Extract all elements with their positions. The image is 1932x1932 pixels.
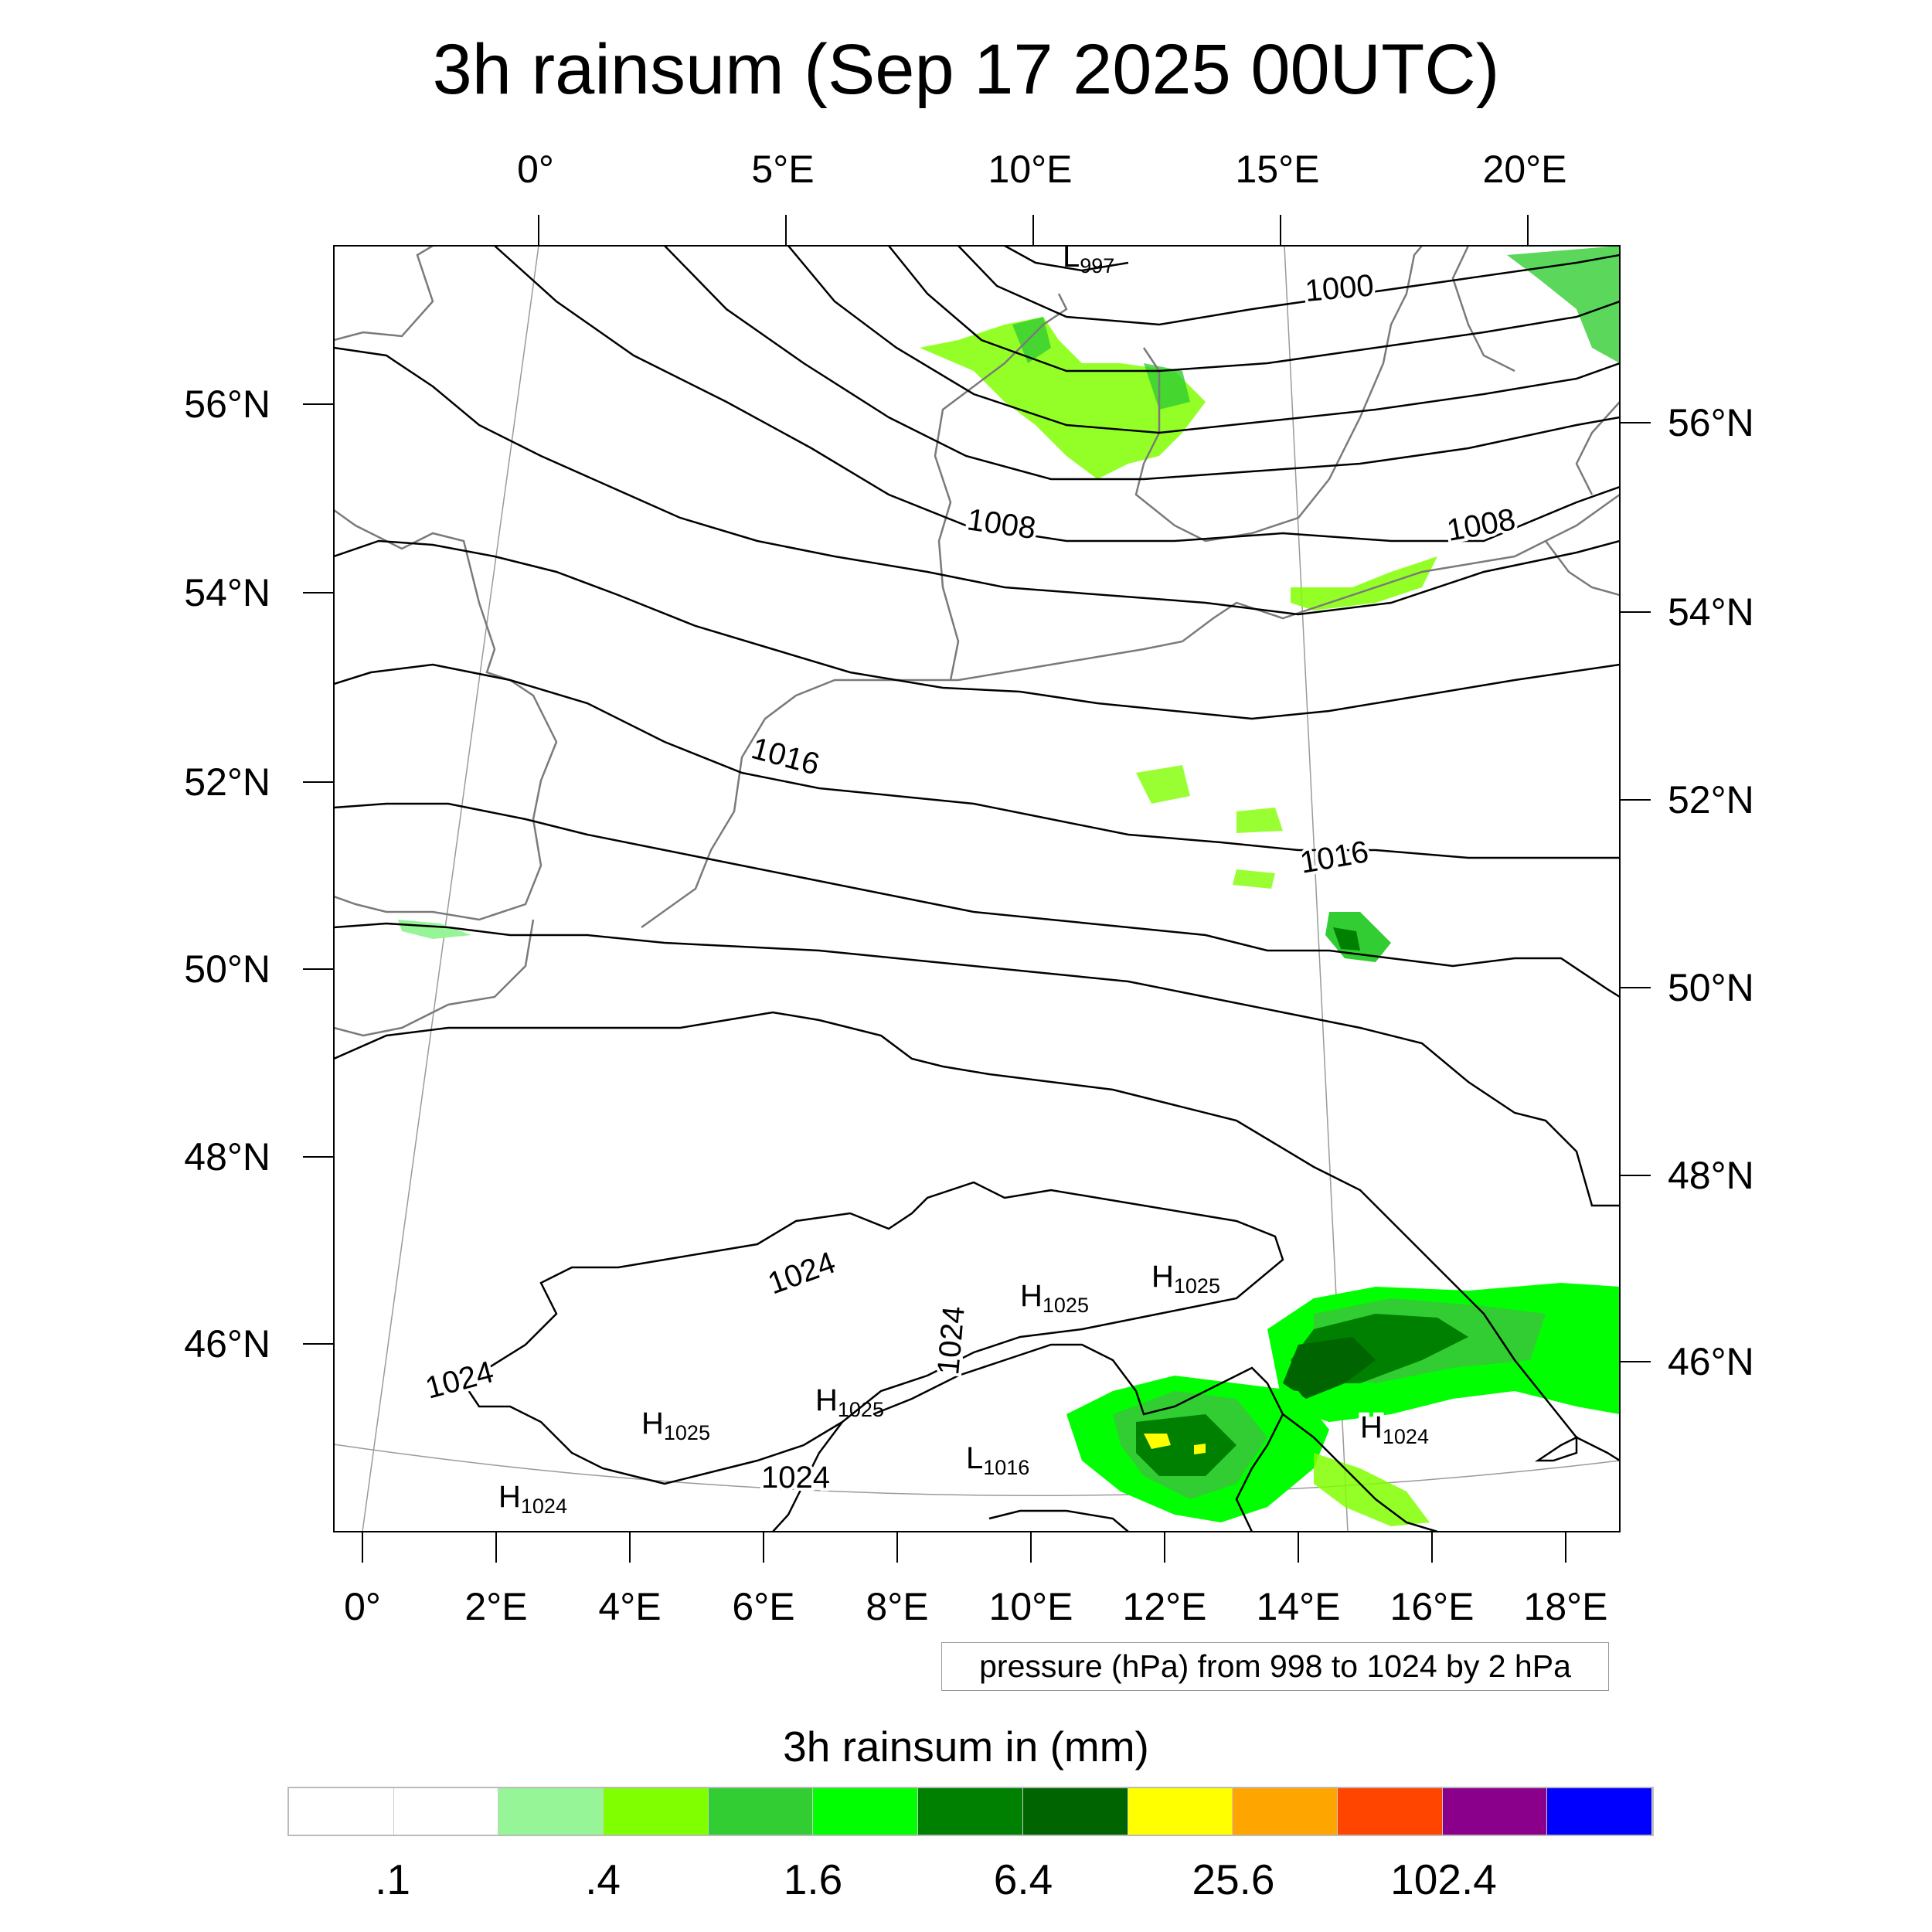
contour-label: 1024 [422,1355,497,1406]
colorbar-box [289,1788,394,1835]
left-lat-tick: 48°N [184,1135,270,1179]
colorbar-box [1233,1788,1338,1835]
pressure-centers: L997 H1025 H1025 H1025 H1025 L1016 H1024… [498,240,1433,1518]
rain-area-czech-core [1333,927,1360,951]
rain-area-denmark-core [1012,317,1190,410]
map-title: 3h rainsum (Sep 17 2025 00UTC) [432,30,1500,109]
contour-label: 1008 [1444,502,1518,548]
bottom-lon-tick: 0° [344,1585,381,1628]
colorbar-box [1442,1788,1548,1835]
right-lat-tick: 46°N [1668,1340,1754,1383]
map-frame [333,245,1621,1532]
colorbar [287,1787,1654,1836]
right-lat-tick: 56°N [1668,401,1754,444]
bottom-lon-tick: 12°E [1122,1585,1207,1628]
low-pressure-center: L997 [1063,240,1114,277]
contour-label: 1016 [1298,835,1371,880]
rain-area-sweden-north [1507,246,1620,363]
rain-area-alps-east-darkest [1283,1337,1376,1399]
colorbar-title: 3h rainsum in (mm) [783,1723,1149,1770]
high-pressure-center: H1025 [1020,1279,1089,1317]
contour-label: 1000 [1304,268,1375,308]
isobars [334,246,1620,1532]
high-pressure-center: H1024 [1360,1410,1429,1448]
colorbar-label: 102.4 [1390,1855,1497,1903]
top-lon-tick: 15°E [1235,148,1320,191]
rain-area-czech [1325,912,1391,962]
rain-area-poland [1136,765,1283,889]
low-pressure-center: L1016 [966,1441,1029,1479]
colorbar-box [393,1788,499,1835]
contour-label: 1008 [965,502,1038,546]
colorbar-label: .4 [585,1855,621,1903]
bottom-lon-tick: 8°E [866,1585,929,1628]
right-lat-tick: 54°N [1668,590,1754,634]
colorbar-label: 6.4 [993,1855,1053,1903]
bottom-lon-tick: 6°E [732,1585,795,1628]
contour-legend: pressure (hPa) from 998 to 1024 by 2 hPa [941,1642,1609,1691]
right-lat-tick: 50°N [1668,966,1754,1009]
rain-area-alps-heavy [1144,1434,1206,1454]
colorbar-label: 1.6 [783,1855,843,1903]
high-pressure-center: H1025 [815,1383,884,1421]
contour-label: 1016 [748,731,823,782]
colorbar-box [498,1788,604,1835]
top-lon-tick: 0° [517,148,554,191]
bottom-lon-tick: 2°E [464,1585,528,1628]
colorbar-box [1128,1788,1233,1835]
right-lat-tick: 48°N [1668,1154,1754,1197]
precipitation-field [398,246,1620,1526]
left-lat-tick: 46°N [184,1322,270,1366]
top-lon-tick: 5°E [751,148,815,191]
bottom-lon-tick: 18°E [1523,1585,1608,1628]
bottom-lon-tick: 14°E [1256,1585,1341,1628]
rain-area-denmark [920,317,1206,479]
left-lat-tick: 50°N [184,947,270,991]
tick-marks [303,215,1651,1563]
colorbar-box [1022,1788,1128,1835]
rain-area-adriatic [1314,1453,1430,1526]
colorbar-label: 25.6 [1192,1855,1275,1903]
right-lat-tick: 52°N [1668,778,1754,821]
colorbar-box [604,1788,709,1835]
contour-label: 1024 [764,1246,840,1301]
high-pressure-center: H1025 [641,1406,710,1444]
rain-area-alps-south-dark [1136,1414,1236,1476]
high-pressure-center: H1024 [498,1480,567,1518]
colorbar-box [813,1788,919,1835]
high-pressure-center: H1025 [1151,1260,1220,1298]
bottom-lon-tick: 4°E [598,1585,662,1628]
left-lat-tick: 54°N [184,571,270,614]
left-lat-tick: 56°N [184,383,270,426]
colorbar-box [1337,1788,1443,1835]
left-lat-tick: 52°N [184,760,270,804]
colorbar-label: .1 [375,1855,410,1903]
bottom-lon-tick: 16°E [1389,1585,1475,1628]
colorbar-box [708,1788,814,1835]
contour-label: 1024 [931,1304,971,1376]
contour-label: 1024 [761,1461,830,1495]
top-lon-tick: 20°E [1482,148,1567,191]
colorbar-box [1547,1788,1652,1835]
colorbar-box [918,1788,1023,1835]
bottom-lon-tick: 10°E [988,1585,1073,1628]
top-lon-tick: 10°E [988,148,1073,191]
rain-area-baltic [1291,556,1437,611]
